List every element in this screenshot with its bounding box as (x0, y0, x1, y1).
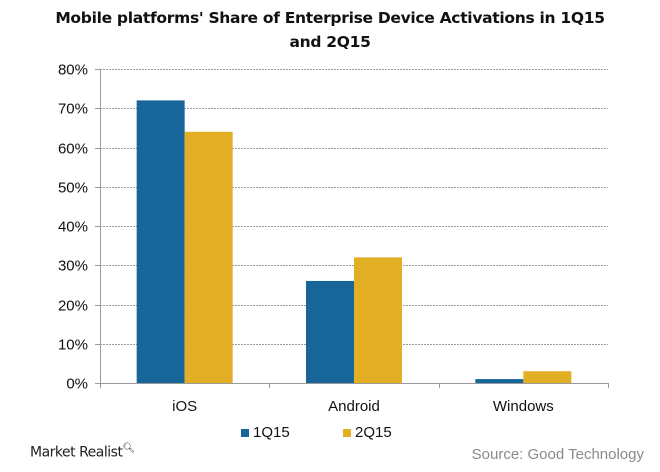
legend-item-1q15: 1Q15 (241, 424, 290, 441)
x-tick-label-android: Android (328, 398, 380, 415)
y-tick-label: 70% (58, 101, 88, 118)
x-axis-labels: iOS Android Windows (172, 398, 554, 415)
chart-title-line-1: Mobile platforms' Share of Enterprise De… (55, 9, 605, 27)
magnifier-icon: 🔍︎ (122, 443, 135, 454)
y-tick-label: 30% (58, 258, 88, 275)
x-tick-label-windows: Windows (493, 398, 554, 415)
x-tick-label-ios: iOS (172, 398, 197, 415)
y-tick-label: 0% (66, 376, 88, 393)
legend-item-2q15: 2Q15 (343, 424, 392, 441)
y-axis-ticks: 0% 10% 20% 30% 40% 50% 60% 70% 80% (58, 62, 100, 393)
brand-name: Market Realist (30, 444, 123, 461)
y-tick-label: 10% (58, 337, 88, 354)
legend-swatch-2q15 (343, 428, 351, 437)
legend: 1Q15 2Q15 (0, 424, 660, 444)
y-tick-label: 60% (58, 141, 88, 158)
y-tick-label: 20% (58, 298, 88, 315)
chart-title-line-2: and 2Q15 (289, 33, 371, 51)
y-tick-label: 40% (58, 219, 88, 236)
brand-logo: Market Realist🔍︎ (30, 443, 135, 461)
legend-label-1q15: 1Q15 (253, 424, 290, 441)
bar-2q15-ios (184, 131, 233, 383)
bar-2q15-android (354, 257, 402, 383)
bar-2q15-windows (523, 371, 572, 383)
bar-1q15-ios (136, 100, 185, 384)
bars (136, 100, 572, 384)
bar-1q15-android (306, 280, 354, 383)
chart-title: Mobile platforms' Share of Enterprise De… (0, 6, 660, 54)
y-tick-label: 80% (58, 62, 88, 79)
legend-swatch-1q15 (241, 428, 249, 437)
y-tick-label: 50% (58, 180, 88, 197)
legend-label-2q15: 2Q15 (355, 424, 392, 441)
source-note: Source: Good Technology (471, 446, 644, 463)
axes (95, 69, 609, 388)
bar-1q15-windows (475, 379, 524, 383)
